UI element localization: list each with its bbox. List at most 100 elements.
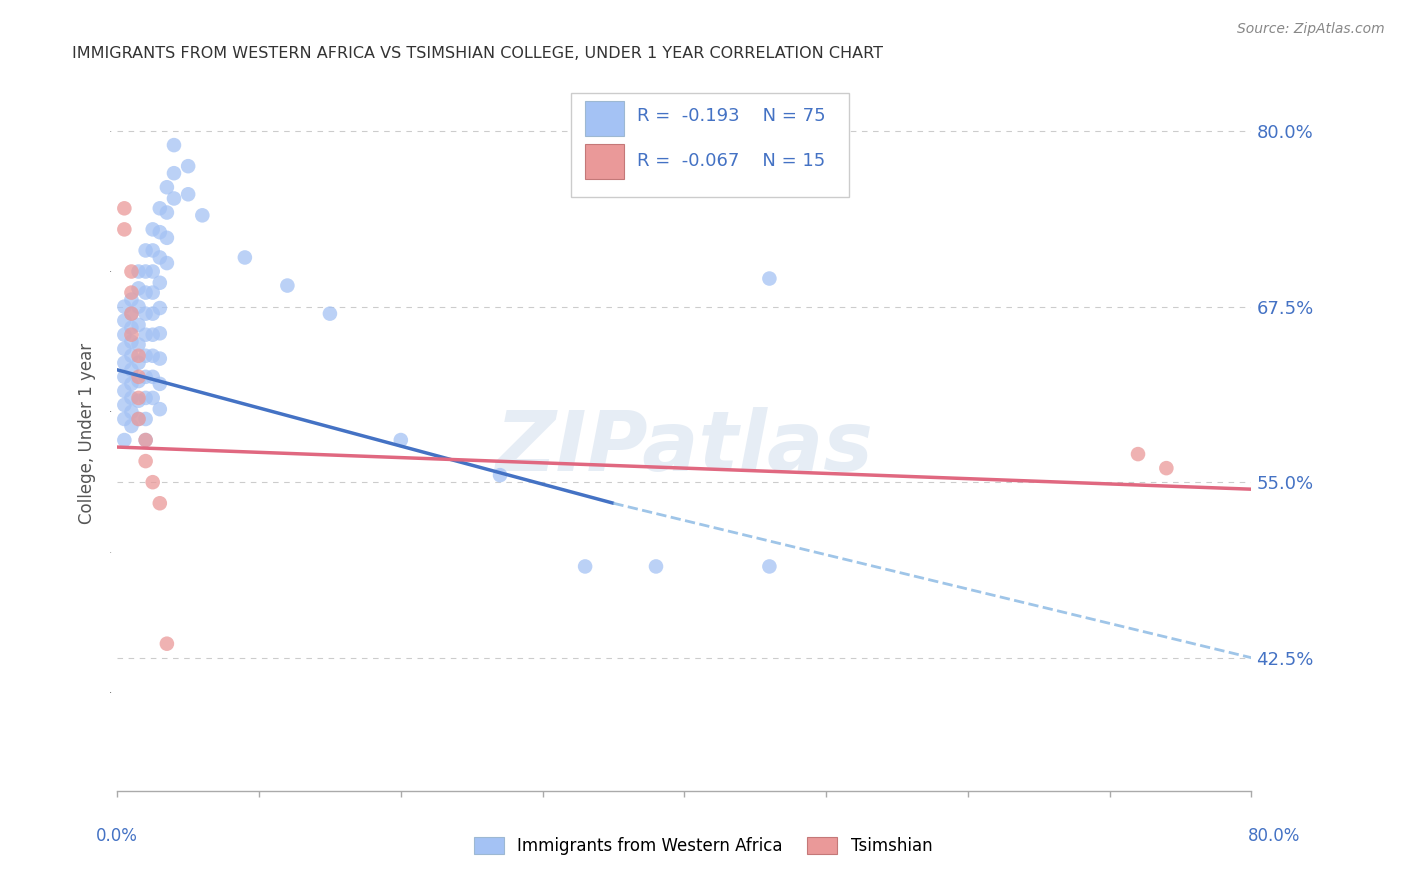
Point — [135, 391, 157, 405]
Point — [120, 349, 142, 363]
Point — [120, 334, 142, 349]
FancyBboxPatch shape — [585, 102, 624, 136]
Point — [163, 138, 186, 153]
Point — [120, 307, 142, 321]
Point — [112, 327, 135, 342]
Point — [128, 412, 150, 426]
Point — [128, 318, 150, 332]
Point — [128, 393, 150, 408]
Point — [489, 468, 512, 483]
Text: R =  -0.067    N = 15: R = -0.067 N = 15 — [637, 152, 825, 169]
Point — [135, 264, 157, 278]
Point — [149, 276, 172, 290]
Point — [149, 251, 172, 265]
Point — [135, 433, 157, 447]
Point — [112, 300, 135, 314]
Point — [120, 320, 142, 334]
Point — [156, 205, 179, 219]
Point — [135, 369, 157, 384]
Point — [758, 559, 780, 574]
Point — [163, 192, 186, 206]
Point — [135, 285, 157, 300]
Point — [128, 349, 150, 363]
Point — [135, 433, 157, 447]
FancyBboxPatch shape — [571, 93, 849, 196]
Point — [177, 187, 200, 202]
FancyBboxPatch shape — [585, 145, 624, 178]
Point — [142, 285, 165, 300]
Point — [142, 369, 165, 384]
Point — [120, 376, 142, 391]
Point — [1126, 447, 1149, 461]
Point — [128, 374, 150, 388]
Text: Source: ZipAtlas.com: Source: ZipAtlas.com — [1237, 22, 1385, 37]
Point — [156, 637, 179, 651]
Point — [135, 307, 157, 321]
Point — [120, 405, 142, 419]
Point — [163, 166, 186, 180]
Point — [120, 419, 142, 434]
Y-axis label: College, Under 1 year: College, Under 1 year — [79, 343, 96, 524]
Point — [233, 251, 256, 265]
Point — [128, 264, 150, 278]
Text: 0.0%: 0.0% — [96, 827, 138, 845]
Point — [149, 225, 172, 239]
Point — [135, 412, 157, 426]
Point — [112, 313, 135, 327]
Point — [128, 337, 150, 351]
Point — [112, 398, 135, 412]
Point — [177, 159, 200, 173]
Point — [149, 376, 172, 391]
Point — [112, 384, 135, 398]
Point — [156, 256, 179, 270]
Point — [128, 300, 150, 314]
Point — [142, 349, 165, 363]
Point — [120, 285, 142, 300]
Point — [120, 363, 142, 377]
Point — [112, 369, 135, 384]
Point — [120, 327, 142, 342]
Point — [1156, 461, 1178, 475]
Point — [758, 271, 780, 285]
Point — [112, 202, 135, 216]
Text: ZIPatlas: ZIPatlas — [495, 407, 873, 488]
Point — [645, 559, 668, 574]
Text: R =  -0.193    N = 75: R = -0.193 N = 75 — [637, 107, 825, 125]
Point — [149, 326, 172, 341]
Point — [142, 264, 165, 278]
Point — [389, 433, 412, 447]
Point — [112, 342, 135, 356]
Point — [149, 402, 172, 417]
Point — [112, 356, 135, 370]
Point — [120, 391, 142, 405]
Point — [142, 244, 165, 258]
Point — [574, 559, 596, 574]
Point — [120, 293, 142, 307]
Point — [128, 356, 150, 370]
Point — [149, 301, 172, 315]
Point — [142, 222, 165, 236]
Point — [149, 496, 172, 510]
Point — [135, 349, 157, 363]
Point — [156, 231, 179, 245]
Point — [128, 369, 150, 384]
Point — [191, 208, 214, 222]
Point — [120, 307, 142, 321]
Point — [142, 327, 165, 342]
Point — [142, 391, 165, 405]
Point — [135, 327, 157, 342]
Point — [149, 351, 172, 366]
Legend: Immigrants from Western Africa, Tsimshian: Immigrants from Western Africa, Tsimshia… — [467, 830, 939, 862]
Point — [112, 433, 135, 447]
Point — [142, 307, 165, 321]
Text: IMMIGRANTS FROM WESTERN AFRICA VS TSIMSHIAN COLLEGE, UNDER 1 YEAR CORRELATION CH: IMMIGRANTS FROM WESTERN AFRICA VS TSIMSH… — [72, 46, 883, 62]
Point — [120, 264, 142, 278]
Point — [149, 202, 172, 216]
Point — [142, 475, 165, 490]
Text: 80.0%: 80.0% — [1249, 827, 1301, 845]
Point — [135, 244, 157, 258]
Point — [276, 278, 298, 293]
Point — [112, 222, 135, 236]
Point — [135, 454, 157, 468]
Point — [128, 391, 150, 405]
